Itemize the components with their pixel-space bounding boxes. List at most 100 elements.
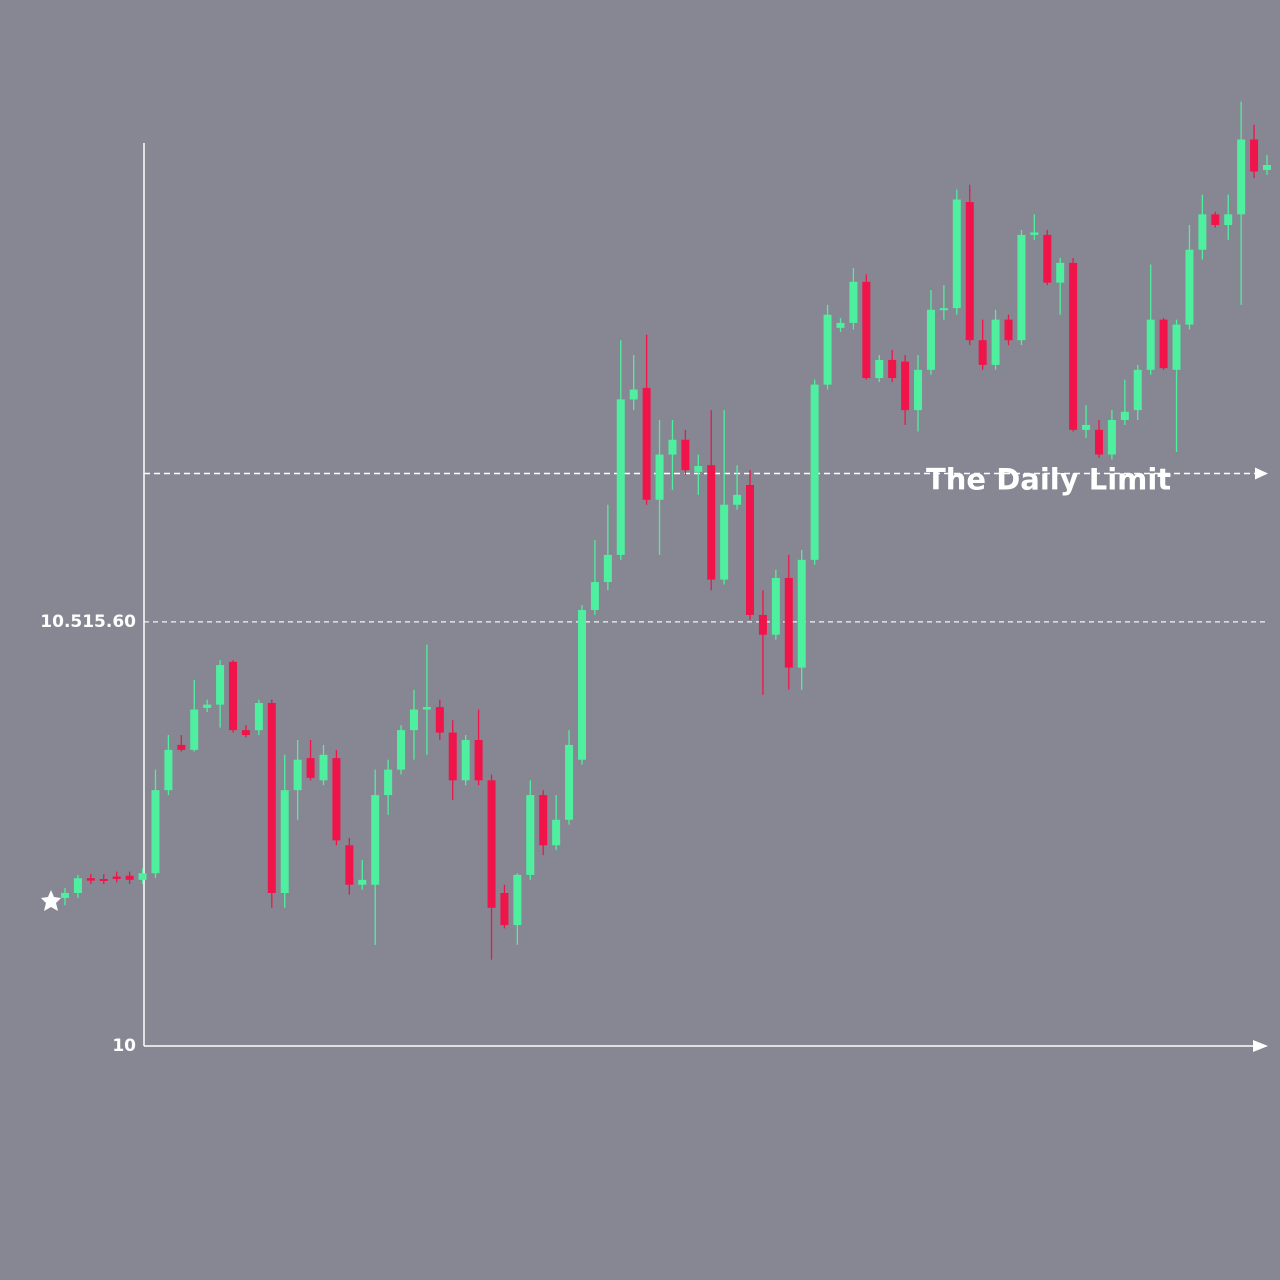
candle-body xyxy=(125,875,134,880)
candle-body xyxy=(487,780,496,908)
candle-body xyxy=(1017,234,1026,341)
candle-body xyxy=(1172,324,1181,370)
candle-body xyxy=(280,790,289,893)
candle-body xyxy=(190,709,199,750)
candle-body xyxy=(1120,411,1129,420)
candle-body xyxy=(1043,234,1052,283)
candle-body xyxy=(435,707,444,733)
candle-body xyxy=(758,614,767,635)
candle-body xyxy=(577,610,586,760)
candle-body xyxy=(849,281,858,323)
candle-body xyxy=(1094,429,1103,455)
candle-body xyxy=(1056,262,1065,283)
candle-body xyxy=(422,707,431,710)
candle-body xyxy=(99,879,108,882)
candle-body xyxy=(694,466,703,472)
candle-body xyxy=(797,559,806,668)
candle-body xyxy=(526,795,535,875)
y-tick-label: 10 xyxy=(112,1036,136,1056)
candle-body xyxy=(1146,319,1155,370)
candle-body xyxy=(203,704,212,708)
candle-body xyxy=(616,399,625,555)
candle-body xyxy=(371,795,380,885)
candle-body xyxy=(952,199,961,309)
candle-body xyxy=(733,494,742,505)
candle-body xyxy=(293,759,302,791)
candle-body xyxy=(397,730,406,770)
candle-body xyxy=(965,202,974,341)
candle-body xyxy=(926,309,935,370)
candle-body xyxy=(409,709,418,731)
candle-body xyxy=(810,384,819,560)
candle-body xyxy=(319,754,328,781)
candle-body xyxy=(1198,214,1207,250)
candle-body xyxy=(112,876,121,880)
candle-body xyxy=(86,878,95,881)
candle-body xyxy=(1133,369,1142,411)
candle-body xyxy=(384,769,393,796)
candle-body xyxy=(565,744,574,820)
candle-body xyxy=(539,795,548,846)
candle-body xyxy=(1263,164,1271,170)
candle-body xyxy=(978,340,987,365)
candle-body xyxy=(771,577,780,635)
candle-body xyxy=(681,439,690,471)
candle-body xyxy=(629,389,638,400)
candle-body xyxy=(603,554,612,583)
candle-body xyxy=(668,439,677,455)
candle-body xyxy=(655,454,664,500)
candle-body xyxy=(1069,262,1078,430)
candle-body xyxy=(474,739,483,781)
candle-body xyxy=(590,582,599,611)
y-tick-label: 10.515.60 xyxy=(40,612,136,632)
candle-body xyxy=(1082,424,1091,430)
candle-body xyxy=(267,702,276,893)
candle-body xyxy=(164,749,173,791)
candle-body xyxy=(513,874,522,926)
candle-body xyxy=(991,319,1000,365)
candle-body xyxy=(888,359,897,379)
candle-body xyxy=(939,308,948,311)
candle-body xyxy=(1159,319,1168,369)
candle-body xyxy=(229,661,238,731)
candle-body xyxy=(1030,232,1039,235)
candle-body xyxy=(784,577,793,668)
candle-body xyxy=(151,790,160,874)
candle-body xyxy=(1107,419,1116,455)
candle-body xyxy=(500,892,509,926)
candle-body xyxy=(332,758,341,841)
x-axis-arrow xyxy=(1253,1040,1268,1052)
candle-body xyxy=(1250,139,1259,172)
candle-body xyxy=(823,314,832,385)
candle-body xyxy=(552,819,561,846)
candle-body xyxy=(836,322,845,328)
candle-body xyxy=(448,732,457,781)
candle-body xyxy=(138,873,147,880)
candle-body xyxy=(1224,214,1233,226)
candle-body xyxy=(642,387,651,500)
annotation: The Daily Limit xyxy=(926,462,1171,496)
candle-body xyxy=(875,359,884,379)
candle-body xyxy=(241,730,250,736)
candle-body xyxy=(306,758,315,778)
candle-body xyxy=(254,702,263,731)
limit-arrow xyxy=(1255,467,1268,480)
start-marker xyxy=(41,890,61,911)
candle-body xyxy=(707,465,716,580)
candle-body xyxy=(461,739,470,781)
candle-body xyxy=(61,892,69,898)
candle-body xyxy=(1004,319,1013,341)
candle-body xyxy=(901,361,910,411)
candle-body xyxy=(216,665,225,705)
candle-body xyxy=(177,744,186,750)
candle-body xyxy=(1237,139,1246,215)
candle-body xyxy=(914,369,923,411)
candle-body xyxy=(73,878,82,893)
candle-body xyxy=(358,879,367,885)
candle-body xyxy=(746,484,755,615)
candle-body xyxy=(1211,214,1220,226)
candle-body xyxy=(1185,249,1194,325)
